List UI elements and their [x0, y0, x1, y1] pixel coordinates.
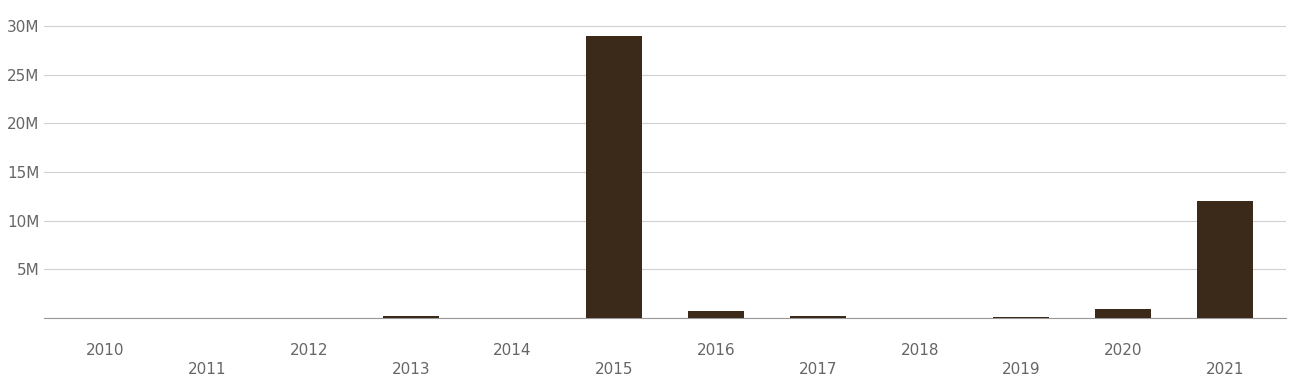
Text: 2011: 2011 — [187, 362, 226, 377]
Bar — [993, 317, 1050, 318]
Text: 2014: 2014 — [493, 343, 531, 358]
Text: 2017: 2017 — [799, 362, 837, 377]
Bar — [1197, 201, 1253, 318]
Text: 2012: 2012 — [290, 343, 328, 358]
Text: 2018: 2018 — [900, 343, 939, 358]
Bar — [383, 316, 438, 318]
Bar — [1095, 309, 1151, 318]
Text: 2010: 2010 — [87, 343, 124, 358]
Bar — [688, 311, 743, 318]
Bar — [790, 316, 846, 318]
Text: 2020: 2020 — [1104, 343, 1143, 358]
Text: 2021: 2021 — [1206, 362, 1244, 377]
Text: 2013: 2013 — [392, 362, 431, 377]
Bar — [586, 36, 643, 318]
Text: 2016: 2016 — [697, 343, 736, 358]
Text: 2015: 2015 — [595, 362, 634, 377]
Text: 2019: 2019 — [1002, 362, 1041, 377]
